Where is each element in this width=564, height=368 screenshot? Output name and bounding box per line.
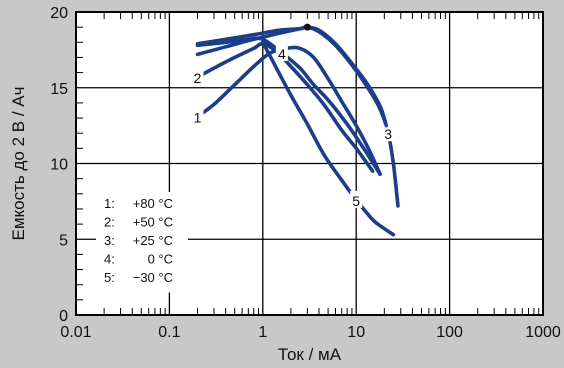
legend-entry-value: 0 °C bbox=[148, 252, 173, 267]
series-label-bg bbox=[382, 124, 395, 142]
legend-entry-number: 5: bbox=[104, 270, 115, 285]
legend-entry-number: 1: bbox=[104, 196, 115, 211]
series-label: 5 bbox=[352, 193, 360, 209]
legend-entry-value: +80 °C bbox=[133, 196, 173, 211]
x-tick-label: 0.01 bbox=[60, 324, 91, 341]
series-line-1 bbox=[195, 45, 382, 176]
legend-entry-number: 4: bbox=[104, 252, 115, 267]
series-label-bg bbox=[191, 68, 204, 86]
series-line-4 bbox=[195, 36, 382, 176]
minor-ticks bbox=[76, 12, 540, 315]
y-tick-label: 10 bbox=[50, 157, 68, 174]
series-label: 1 bbox=[194, 110, 202, 126]
series-label-bg bbox=[275, 43, 288, 61]
y-tick-label: 5 bbox=[59, 232, 68, 249]
legend-entry-number: 3: bbox=[104, 233, 115, 248]
x-tick-labels: 0.01 0.1 1 10 100 1000 bbox=[60, 324, 560, 341]
y-tick-label: 20 bbox=[50, 5, 68, 22]
x-axis-label: Ток / мА bbox=[278, 345, 342, 364]
y-axis-label: Емкость до 2 В / Ач bbox=[9, 87, 28, 241]
series-label: 4 bbox=[278, 46, 286, 62]
legend-entry-value: +25 °C bbox=[133, 233, 173, 248]
series-label-bg bbox=[191, 107, 204, 125]
legend-entry-value: −30 °C bbox=[133, 270, 173, 285]
series-line-5 bbox=[261, 40, 396, 237]
x-tick-label: 0.1 bbox=[158, 324, 180, 341]
y-tick-label: 15 bbox=[50, 81, 68, 98]
x-tick-label: 1000 bbox=[525, 324, 561, 341]
legend-entry-number: 2: bbox=[104, 215, 115, 230]
series-line-top bbox=[195, 25, 389, 128]
legend-background bbox=[96, 192, 188, 293]
data-markers bbox=[303, 23, 311, 31]
series-label: 3 bbox=[384, 126, 392, 142]
series-label-bg bbox=[350, 190, 363, 208]
x-tick-label: 1 bbox=[258, 324, 267, 341]
series-label: 2 bbox=[194, 70, 202, 86]
legend-entry-value: +50 °C bbox=[133, 215, 173, 230]
data-point-marker bbox=[303, 23, 311, 31]
x-tick-label: 100 bbox=[436, 324, 463, 341]
y-tick-labels: 0 5 10 15 20 bbox=[50, 5, 68, 325]
x-tick-label: 10 bbox=[347, 324, 365, 341]
y-tick-label: 0 bbox=[59, 308, 68, 325]
legend: 1: +80 °C 2: +50 °C 3: +25 °C 4: 0 °C 5: −30 °C bbox=[96, 192, 188, 293]
series-curves: 1 2 3 4 5 bbox=[191, 25, 400, 237]
